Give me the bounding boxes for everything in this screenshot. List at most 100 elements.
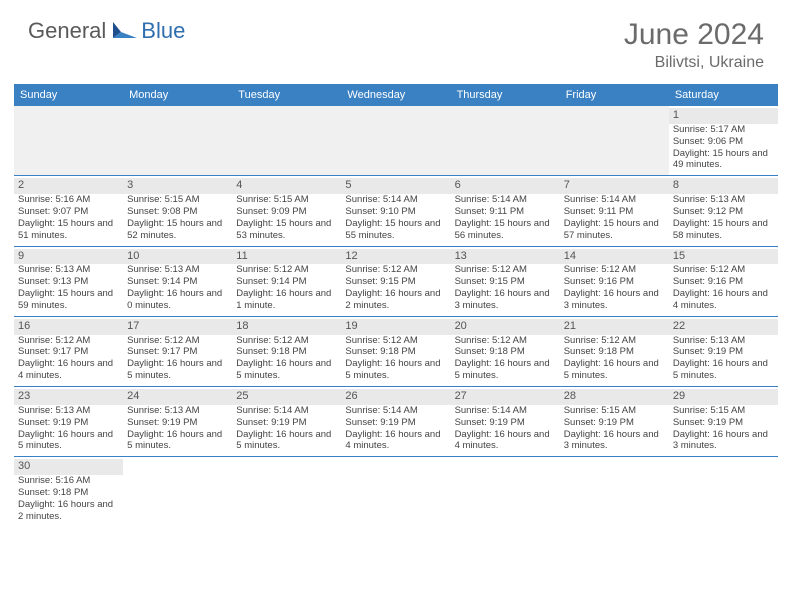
sunrise-text: Sunrise: 5:12 AM xyxy=(127,335,228,347)
month-title: June 2024 xyxy=(624,18,764,52)
sunrise-text: Sunrise: 5:15 AM xyxy=(673,405,774,417)
sunrise-text: Sunrise: 5:12 AM xyxy=(673,264,774,276)
calendar-cell: 22Sunrise: 5:13 AMSunset: 9:19 PMDayligh… xyxy=(669,317,778,386)
calendar-cell: 7Sunrise: 5:14 AMSunset: 9:11 PMDaylight… xyxy=(560,176,669,245)
day-number: 4 xyxy=(232,178,341,194)
day-header: Friday xyxy=(560,84,669,106)
sunset-text: Sunset: 9:17 PM xyxy=(127,346,228,358)
sunrise-text: Sunrise: 5:12 AM xyxy=(455,335,556,347)
daylight-text: Daylight: 16 hours and 5 minutes. xyxy=(455,358,556,382)
daylight-text: Daylight: 16 hours and 1 minute. xyxy=(236,288,337,312)
brand-logo: General Blue xyxy=(28,18,185,44)
sunrise-text: Sunrise: 5:15 AM xyxy=(236,194,337,206)
calendar-cell: 1Sunrise: 5:17 AMSunset: 9:06 PMDaylight… xyxy=(669,106,778,175)
daylight-text: Daylight: 15 hours and 49 minutes. xyxy=(673,148,774,172)
day-number: 21 xyxy=(560,319,669,335)
sunset-text: Sunset: 9:08 PM xyxy=(127,206,228,218)
calendar-cell-empty xyxy=(669,457,778,526)
calendar: Sunday Monday Tuesday Wednesday Thursday… xyxy=(14,84,778,527)
daylight-text: Daylight: 16 hours and 4 minutes. xyxy=(455,429,556,453)
calendar-week: 1Sunrise: 5:17 AMSunset: 9:06 PMDaylight… xyxy=(14,106,778,176)
daylight-text: Daylight: 15 hours and 56 minutes. xyxy=(455,218,556,242)
title-block: June 2024 Bilivtsi, Ukraine xyxy=(624,18,764,72)
calendar-cell-empty xyxy=(451,457,560,526)
sunset-text: Sunset: 9:19 PM xyxy=(673,417,774,429)
sunrise-text: Sunrise: 5:17 AM xyxy=(673,124,774,136)
sunset-text: Sunset: 9:07 PM xyxy=(18,206,119,218)
calendar-cell: 18Sunrise: 5:12 AMSunset: 9:18 PMDayligh… xyxy=(232,317,341,386)
daylight-text: Daylight: 16 hours and 2 minutes. xyxy=(345,288,446,312)
calendar-cell: 20Sunrise: 5:12 AMSunset: 9:18 PMDayligh… xyxy=(451,317,560,386)
calendar-cell: 23Sunrise: 5:13 AMSunset: 9:19 PMDayligh… xyxy=(14,387,123,456)
daylight-text: Daylight: 15 hours and 51 minutes. xyxy=(18,218,119,242)
daylight-text: Daylight: 15 hours and 57 minutes. xyxy=(564,218,665,242)
day-number: 8 xyxy=(669,178,778,194)
sunset-text: Sunset: 9:15 PM xyxy=(345,276,446,288)
sunrise-text: Sunrise: 5:15 AM xyxy=(127,194,228,206)
calendar-week: 23Sunrise: 5:13 AMSunset: 9:19 PMDayligh… xyxy=(14,387,778,457)
day-number: 20 xyxy=(451,319,560,335)
sunrise-text: Sunrise: 5:13 AM xyxy=(127,405,228,417)
calendar-cell: 25Sunrise: 5:14 AMSunset: 9:19 PMDayligh… xyxy=(232,387,341,456)
day-number: 11 xyxy=(232,249,341,265)
day-number: 2 xyxy=(14,178,123,194)
sunset-text: Sunset: 9:13 PM xyxy=(18,276,119,288)
location: Bilivtsi, Ukraine xyxy=(624,54,764,72)
sunset-text: Sunset: 9:19 PM xyxy=(564,417,665,429)
sunrise-text: Sunrise: 5:16 AM xyxy=(18,194,119,206)
day-number: 27 xyxy=(451,389,560,405)
calendar-cell: 30Sunrise: 5:16 AMSunset: 9:18 PMDayligh… xyxy=(14,457,123,526)
brand-part2: Blue xyxy=(141,18,185,44)
sunset-text: Sunset: 9:18 PM xyxy=(455,346,556,358)
daylight-text: Daylight: 16 hours and 5 minutes. xyxy=(127,429,228,453)
sunset-text: Sunset: 9:09 PM xyxy=(236,206,337,218)
day-number: 10 xyxy=(123,249,232,265)
daylight-text: Daylight: 16 hours and 3 minutes. xyxy=(564,288,665,312)
calendar-cell-empty xyxy=(451,106,560,175)
daylight-text: Daylight: 16 hours and 3 minutes. xyxy=(564,429,665,453)
sunset-text: Sunset: 9:16 PM xyxy=(564,276,665,288)
sunset-text: Sunset: 9:15 PM xyxy=(455,276,556,288)
calendar-week: 9Sunrise: 5:13 AMSunset: 9:13 PMDaylight… xyxy=(14,247,778,317)
day-number: 3 xyxy=(123,178,232,194)
day-number: 13 xyxy=(451,249,560,265)
day-header: Saturday xyxy=(669,84,778,106)
sunrise-text: Sunrise: 5:14 AM xyxy=(564,194,665,206)
day-header: Monday xyxy=(123,84,232,106)
daylight-text: Daylight: 16 hours and 4 minutes. xyxy=(345,429,446,453)
calendar-cell: 8Sunrise: 5:13 AMSunset: 9:12 PMDaylight… xyxy=(669,176,778,245)
calendar-cell: 27Sunrise: 5:14 AMSunset: 9:19 PMDayligh… xyxy=(451,387,560,456)
calendar-week: 16Sunrise: 5:12 AMSunset: 9:17 PMDayligh… xyxy=(14,317,778,387)
calendar-cell: 10Sunrise: 5:13 AMSunset: 9:14 PMDayligh… xyxy=(123,247,232,316)
daylight-text: Daylight: 16 hours and 5 minutes. xyxy=(673,358,774,382)
sunset-text: Sunset: 9:12 PM xyxy=(673,206,774,218)
daylight-text: Daylight: 16 hours and 5 minutes. xyxy=(236,358,337,382)
day-number: 5 xyxy=(341,178,450,194)
day-header: Sunday xyxy=(14,84,123,106)
day-number: 29 xyxy=(669,389,778,405)
daylight-text: Daylight: 15 hours and 55 minutes. xyxy=(345,218,446,242)
calendar-cell: 17Sunrise: 5:12 AMSunset: 9:17 PMDayligh… xyxy=(123,317,232,386)
calendar-cell: 11Sunrise: 5:12 AMSunset: 9:14 PMDayligh… xyxy=(232,247,341,316)
sunrise-text: Sunrise: 5:12 AM xyxy=(236,264,337,276)
daylight-text: Daylight: 16 hours and 4 minutes. xyxy=(673,288,774,312)
sunset-text: Sunset: 9:16 PM xyxy=(673,276,774,288)
daylight-text: Daylight: 16 hours and 5 minutes. xyxy=(18,429,119,453)
sunset-text: Sunset: 9:17 PM xyxy=(18,346,119,358)
daylight-text: Daylight: 15 hours and 59 minutes. xyxy=(18,288,119,312)
calendar-cell: 12Sunrise: 5:12 AMSunset: 9:15 PMDayligh… xyxy=(341,247,450,316)
day-number: 6 xyxy=(451,178,560,194)
calendar-cell: 29Sunrise: 5:15 AMSunset: 9:19 PMDayligh… xyxy=(669,387,778,456)
daylight-text: Daylight: 15 hours and 53 minutes. xyxy=(236,218,337,242)
sunrise-text: Sunrise: 5:12 AM xyxy=(236,335,337,347)
sunset-text: Sunset: 9:18 PM xyxy=(345,346,446,358)
calendar-cell-empty xyxy=(14,106,123,175)
daylight-text: Daylight: 15 hours and 58 minutes. xyxy=(673,218,774,242)
day-number: 26 xyxy=(341,389,450,405)
calendar-cell: 9Sunrise: 5:13 AMSunset: 9:13 PMDaylight… xyxy=(14,247,123,316)
sunrise-text: Sunrise: 5:12 AM xyxy=(345,335,446,347)
header: General Blue June 2024 Bilivtsi, Ukraine xyxy=(0,0,792,80)
calendar-cell: 2Sunrise: 5:16 AMSunset: 9:07 PMDaylight… xyxy=(14,176,123,245)
day-number: 23 xyxy=(14,389,123,405)
sunrise-text: Sunrise: 5:12 AM xyxy=(455,264,556,276)
